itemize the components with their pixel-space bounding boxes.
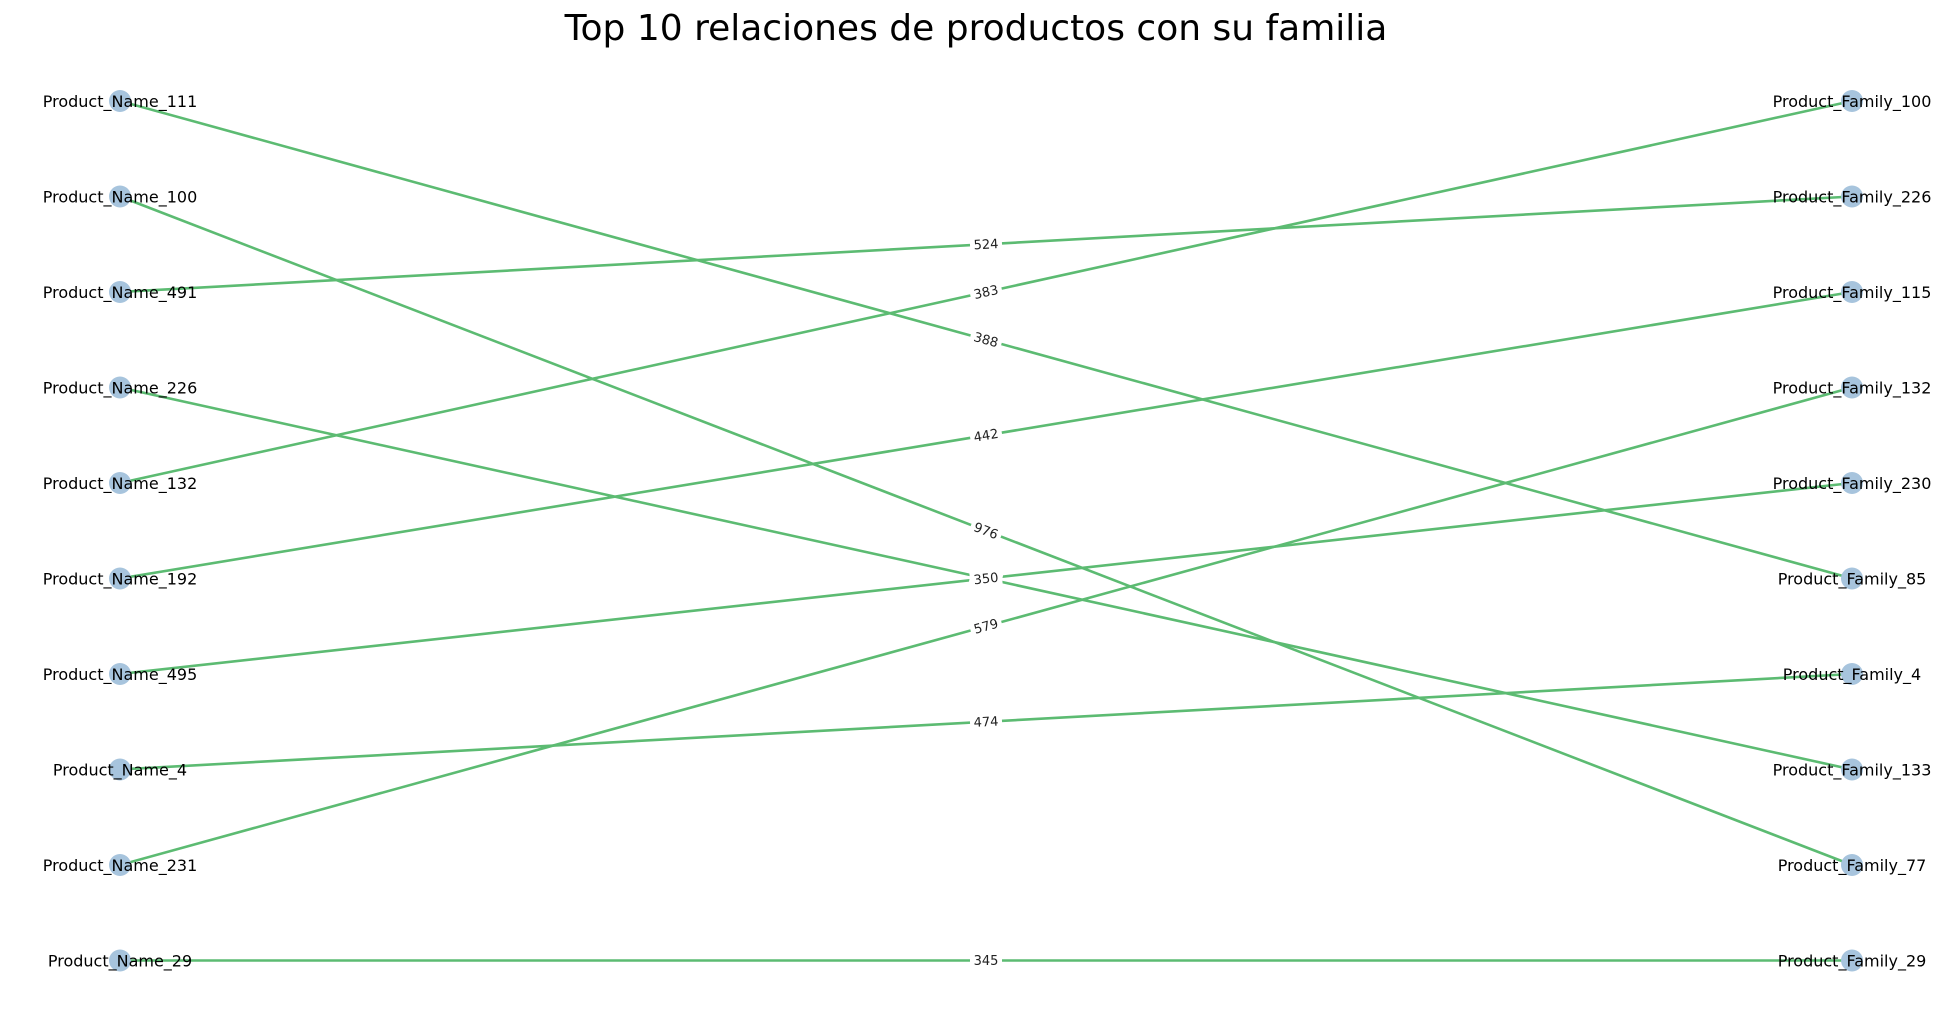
edge-weight-label-bg	[969, 712, 1003, 731]
edge-weight-value: 474	[973, 715, 999, 731]
product-node-label: Product_Name_100	[43, 188, 198, 208]
product-node-label: Product_Name_226	[43, 379, 198, 399]
node-labels-layer: Product_Name_111 Product_Name_100 Product_…	[43, 92, 1932, 972]
edge-weight-value: 350	[973, 571, 999, 589]
product-node-label: Product_Name_491	[43, 283, 198, 303]
edge-weight-value: 345	[974, 954, 999, 969]
family-node-label: Product_Family_100	[1773, 92, 1932, 112]
edge-weight-label-bg	[968, 280, 1004, 304]
family-node[interactable]	[1841, 281, 1863, 303]
edge-weight-value: 579	[972, 617, 1000, 638]
product-node[interactable]	[109, 472, 131, 494]
family-node[interactable]	[1841, 854, 1863, 876]
edge-weight-label: 345	[970, 952, 1002, 969]
product-node[interactable]	[109, 854, 131, 876]
product-node[interactable]	[109, 567, 131, 590]
edge-weight-label-bg	[968, 424, 1004, 446]
family-node-label: Product_Family_132	[1773, 379, 1932, 399]
family-node[interactable]	[1841, 949, 1863, 972]
edge-weight-value: 976	[971, 520, 1000, 543]
family-node-label: Product_Family_230	[1773, 474, 1932, 494]
family-node[interactable]	[1841, 376, 1863, 399]
family-node-label: Product_Family_4	[1783, 665, 1921, 685]
edge-weight-label: 383	[968, 280, 1004, 304]
edge-weight-label-bg	[968, 327, 1004, 352]
edge-weight-value: 383	[972, 283, 999, 303]
product-node-label: Product_Name_4	[53, 761, 187, 781]
product-node-label: Product_Name_231	[43, 856, 198, 876]
product-node[interactable]	[109, 376, 131, 399]
product-node[interactable]	[109, 185, 131, 208]
product-node-label: Product_Name_111	[43, 92, 198, 112]
family-node[interactable]	[1841, 567, 1863, 590]
edge-weight-label: 474	[969, 712, 1003, 731]
product-node-label: Product_Name_495	[43, 665, 198, 685]
product-node[interactable]	[109, 281, 131, 303]
product-node[interactable]	[109, 758, 131, 781]
family-node-label: Product_Family_29	[1778, 952, 1927, 972]
edge-weight-label: 350	[969, 568, 1003, 589]
edge-weight-label-bg	[969, 568, 1003, 589]
edge-weight-label: 442	[968, 424, 1004, 446]
family-node[interactable]	[1841, 663, 1863, 685]
edge-weight-label-bg	[969, 235, 1003, 254]
edge-weight-label: 524	[969, 235, 1003, 254]
family-node-label: Product_Family_85	[1778, 570, 1927, 590]
edge-weight-label-bg	[968, 614, 1004, 639]
edge-weight-value: 388	[972, 330, 1000, 351]
product-node-label: Product_Name_29	[48, 952, 192, 972]
product-node-label: Product_Name_132	[43, 474, 198, 494]
graph-title: Top 10 relaciones de productos con su fa…	[564, 8, 1388, 49]
family-node[interactable]	[1841, 472, 1863, 494]
family-node-label: Product_Family_77	[1778, 856, 1927, 876]
family-node[interactable]	[1841, 758, 1863, 781]
edge-weight-value: 442	[973, 427, 1000, 446]
product-node[interactable]	[109, 949, 131, 972]
edge-weight-label-bg	[970, 952, 1002, 969]
edge-weight-label: 976	[968, 517, 1004, 544]
family-node-label: Product_Family_226	[1773, 188, 1932, 208]
family-node[interactable]	[1841, 185, 1863, 208]
edge-labels-layer: 388976524350383442350474579345	[968, 235, 1004, 969]
family-node-label: Product_Family_133	[1773, 761, 1932, 781]
edge-weight-label: 388	[968, 327, 1004, 352]
edge-weight-label-bg	[968, 517, 1004, 544]
family-node[interactable]	[1841, 90, 1863, 112]
product-node[interactable]	[109, 90, 131, 112]
family-node-label: Product_Family_115	[1773, 283, 1932, 303]
nodes-layer	[109, 90, 1863, 972]
edge-weight-value: 524	[973, 237, 999, 253]
edge-weight-label: 579	[968, 614, 1004, 639]
product-node-label: Product_Name_192	[43, 570, 198, 590]
product-node[interactable]	[109, 663, 131, 685]
